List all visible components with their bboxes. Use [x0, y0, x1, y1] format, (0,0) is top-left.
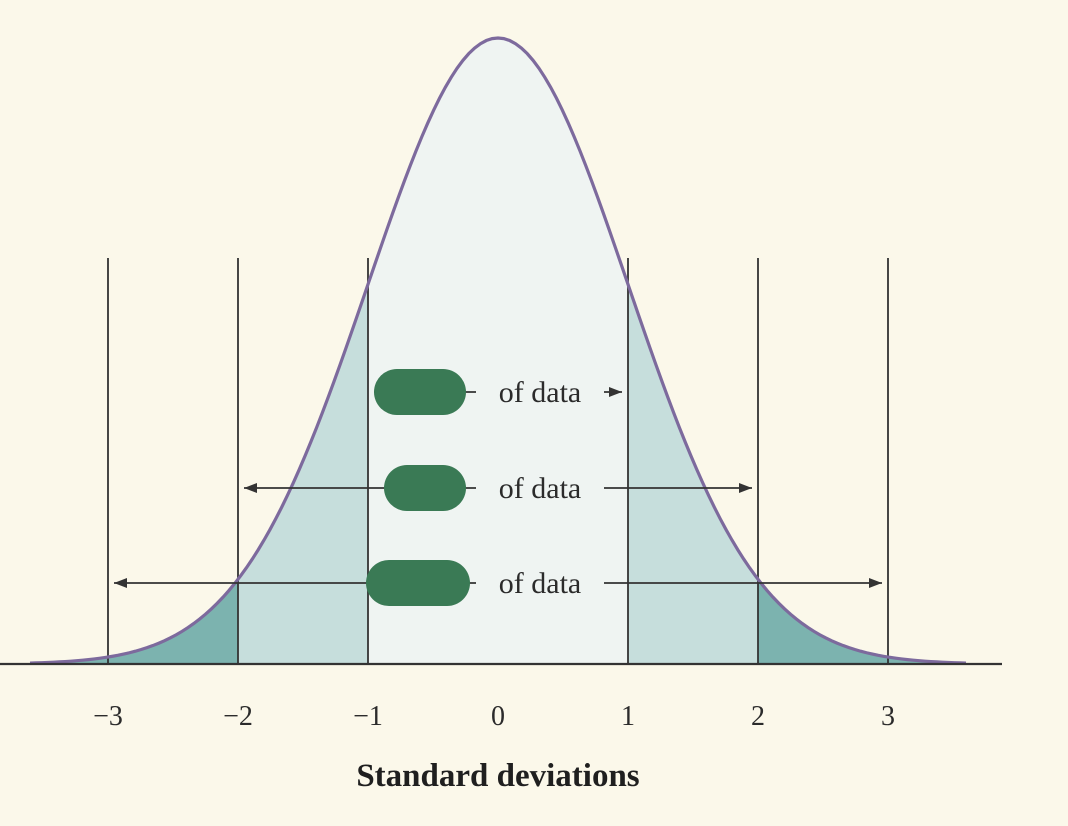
interval-label: of data — [499, 567, 581, 600]
interval-1: of data — [374, 369, 622, 415]
interval-label: of data — [499, 472, 581, 505]
arrow-head — [739, 483, 752, 493]
interval-label: of data — [499, 376, 581, 409]
interval-arrows: of data of data of data — [114, 369, 882, 606]
sd-vertical-lines — [107, 258, 889, 664]
x-tick-label: 3 — [881, 701, 895, 732]
arrow-head — [609, 387, 622, 397]
x-tick-label: −2 — [223, 701, 253, 732]
interval-2: of data — [244, 465, 752, 511]
x-tick-label: 1 — [621, 701, 635, 732]
bell-curve — [29, 36, 967, 665]
redaction-mark — [366, 560, 470, 606]
arrow-head — [114, 578, 127, 588]
redaction-mark — [384, 465, 466, 511]
shaded-region — [30, 579, 238, 664]
x-axis-ticks: −3 −2 −1 0 1 2 3 — [93, 701, 895, 732]
arrow-head — [869, 578, 882, 588]
interval-3: of data — [114, 560, 882, 606]
arrow-head — [244, 483, 257, 493]
x-tick-label: −3 — [93, 701, 123, 732]
x-tick-label: 0 — [491, 701, 505, 732]
redaction-mark — [374, 369, 466, 415]
x-axis-title: Standard deviations — [356, 758, 639, 794]
x-tick-label: −1 — [353, 701, 383, 732]
shaded-region — [758, 579, 966, 664]
x-tick-label: 2 — [751, 701, 765, 732]
